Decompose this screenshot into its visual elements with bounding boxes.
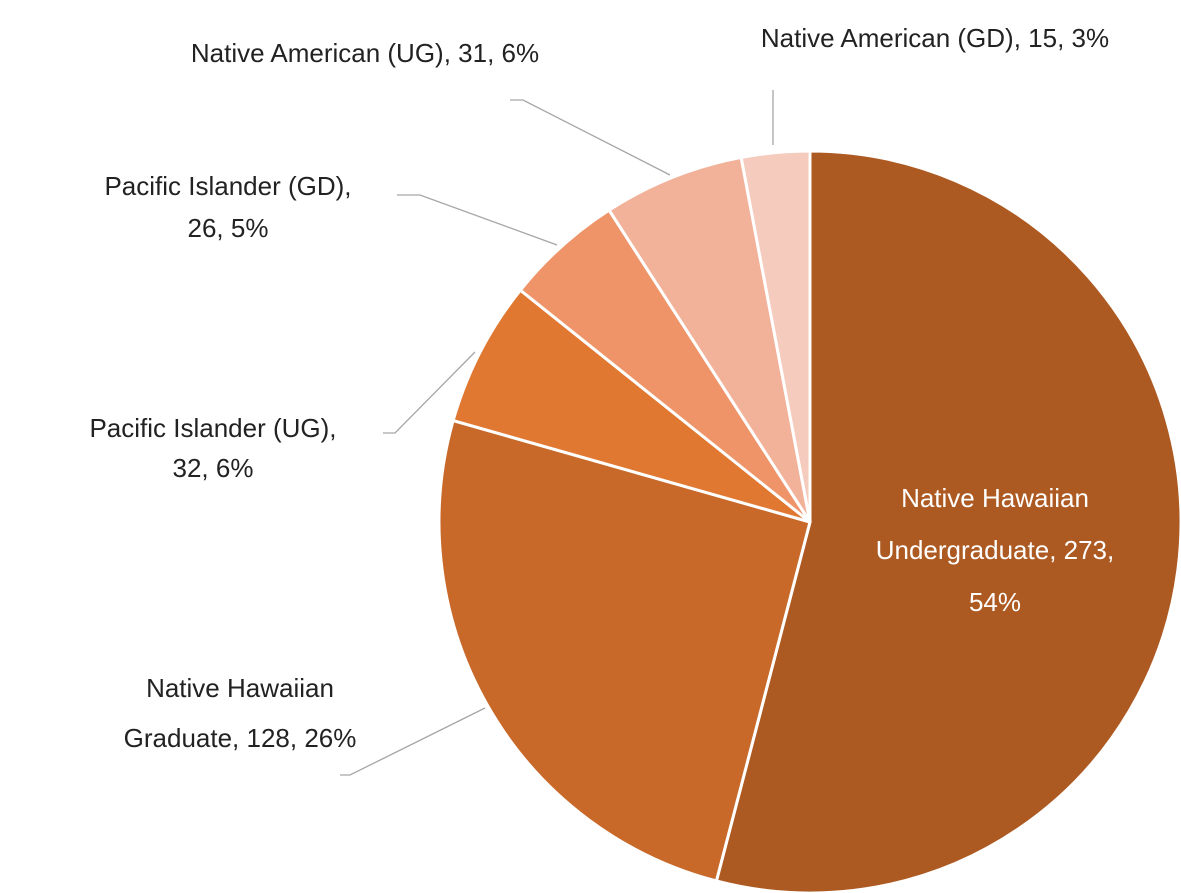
leader-line	[397, 194, 558, 246]
data-label: Native Hawaiian	[901, 483, 1089, 513]
data-label: Undergraduate, 273,	[876, 535, 1115, 565]
leader-line	[383, 351, 476, 434]
data-label: 32, 6%	[173, 453, 254, 483]
data-label: Graduate, 128, 26%	[124, 723, 357, 753]
slice	[437, 418, 812, 883]
slice	[606, 155, 812, 523]
data-label: Native American (GD), 15, 3%	[761, 23, 1109, 53]
data-label: 26, 5%	[188, 213, 269, 243]
leader-line	[510, 99, 671, 176]
slice	[451, 288, 811, 524]
data-label: Pacific Islander (GD),	[104, 171, 351, 201]
data-label: 54%	[969, 587, 1021, 617]
data-label: Native Hawaiian	[146, 673, 334, 703]
leader-line	[340, 707, 486, 776]
data-label: Native American (UG), 31, 6%	[191, 38, 539, 68]
slice	[739, 149, 812, 523]
slice	[714, 149, 1181, 893]
data-label: Pacific Islander (UG),	[89, 413, 336, 443]
